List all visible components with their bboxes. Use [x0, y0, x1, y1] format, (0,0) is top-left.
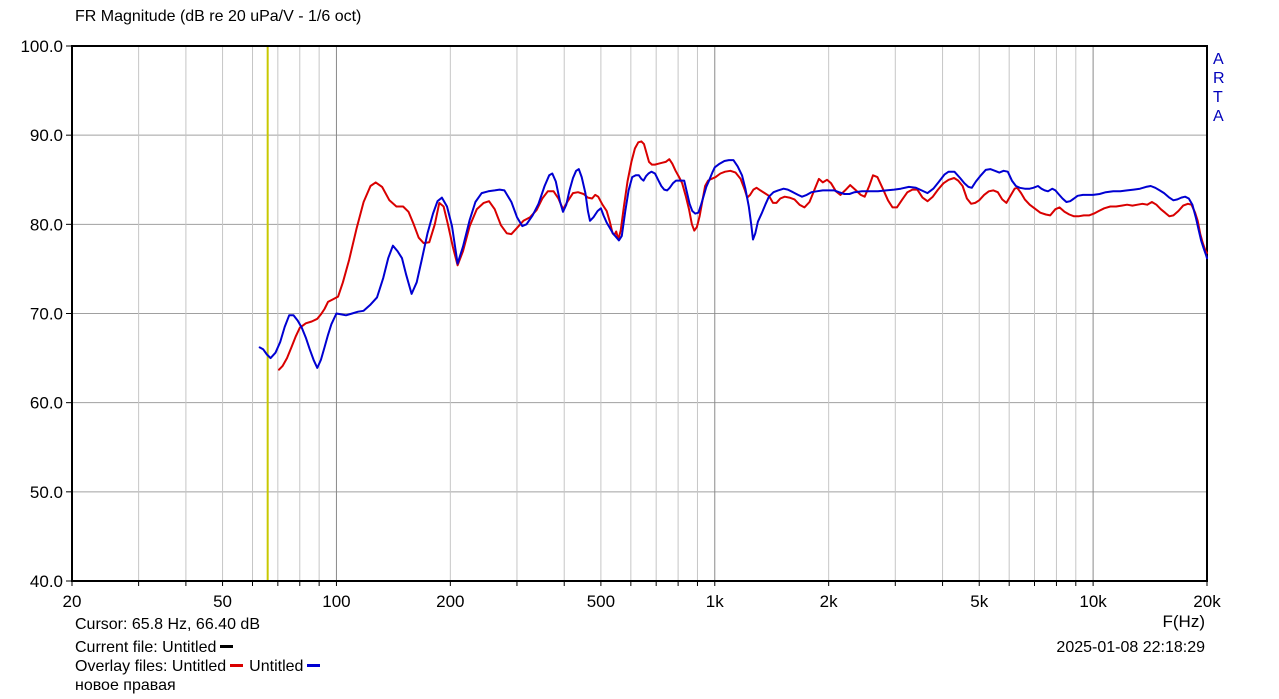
y-tick-label: 70.0: [30, 305, 63, 324]
y-tick-label: 100.0: [20, 37, 63, 56]
plot-frame: [71, 45, 1208, 582]
x-tick-label: 5k: [970, 592, 988, 611]
overlay-files-label: Overlay files: Untitled: [75, 658, 227, 675]
arta-logo: ARTA: [1213, 51, 1225, 125]
x-tick-label: 50: [213, 592, 232, 611]
y-tick-label: 60.0: [30, 394, 63, 413]
current-file-label: Current file: Untitled: [75, 639, 217, 656]
x-axis-unit-label: F(Hz): [1162, 612, 1205, 631]
x-tick-label: 100: [322, 592, 350, 611]
y-tick-label: 40.0: [30, 572, 63, 591]
y-tick-label: 90.0: [30, 126, 63, 145]
datetime-label: 2025-01-08 22:18:29: [1056, 639, 1205, 656]
y-tick-label: 50.0: [30, 483, 63, 502]
current-file-row: Current file: Untitled: [75, 639, 239, 657]
cursor-readout: Cursor: 65.8 Hz, 66.40 dB: [75, 616, 260, 633]
curve-overlay-blue: [258, 159, 1208, 369]
overlay-files-row: Overlay files: Untitled Untitled: [75, 658, 326, 676]
x-tick-label: 10k: [1079, 592, 1107, 611]
overlay-red-legend-dash: [230, 663, 244, 667]
x-tick-label: 500: [587, 592, 615, 611]
chart-title: FR Magnitude (dB re 20 uPa/V - 1/6 oct): [75, 8, 362, 25]
note-text: новое правая: [75, 677, 176, 694]
x-tick-label: 20k: [1193, 592, 1221, 611]
y-tick-label: 80.0: [30, 215, 63, 234]
overlay-blue-legend-dash: [307, 663, 321, 667]
x-tick-label: 200: [436, 592, 464, 611]
overlay-second-label: Untitled: [249, 658, 304, 675]
x-tick-label: 20: [63, 592, 82, 611]
x-tick-label: 1k: [706, 592, 724, 611]
x-tick-label: 2k: [820, 592, 838, 611]
current-file-legend-dash: [220, 644, 234, 648]
